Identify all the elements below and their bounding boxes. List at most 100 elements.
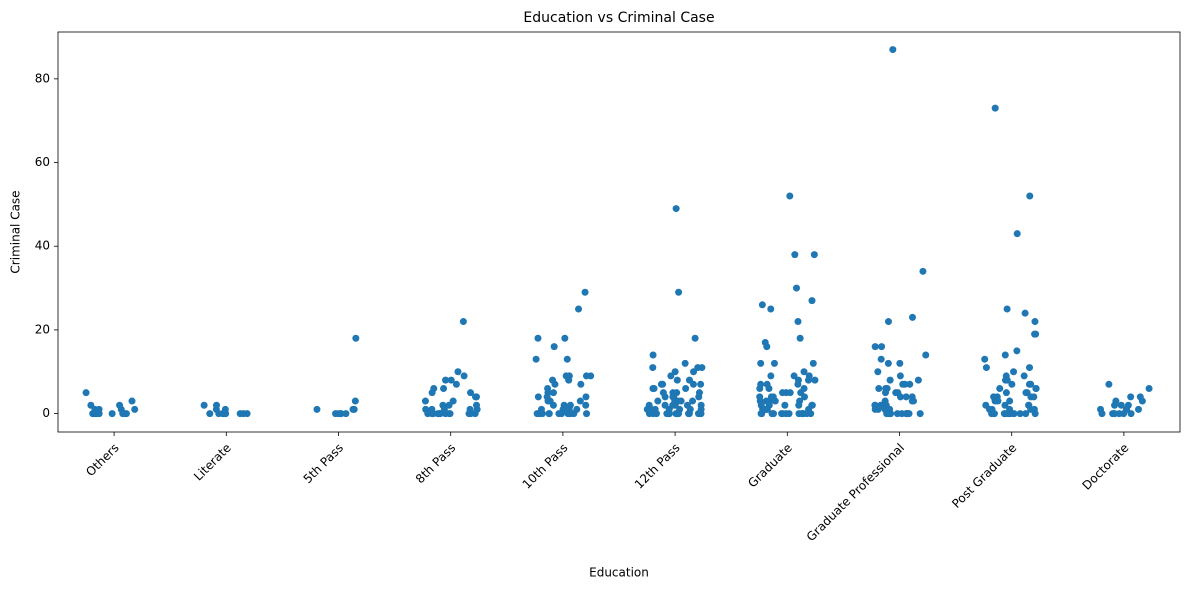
point xyxy=(919,267,927,275)
point xyxy=(682,384,690,392)
point xyxy=(757,359,765,367)
point xyxy=(1127,393,1135,401)
point xyxy=(790,372,798,380)
point xyxy=(1098,410,1106,418)
point xyxy=(1026,192,1034,200)
point xyxy=(1016,410,1024,418)
point xyxy=(1032,384,1040,392)
point xyxy=(794,318,802,326)
point xyxy=(236,410,244,418)
point xyxy=(1030,393,1038,401)
point xyxy=(769,410,777,418)
point xyxy=(352,334,360,342)
point xyxy=(675,288,683,296)
point xyxy=(792,284,800,292)
point xyxy=(871,405,879,413)
point xyxy=(128,397,136,405)
point xyxy=(1117,401,1125,409)
point xyxy=(988,410,996,418)
point xyxy=(467,410,475,418)
x-tick-label: 10th Pass xyxy=(520,441,571,492)
point xyxy=(695,393,703,401)
x-tick-label: Graduate xyxy=(745,441,795,491)
point xyxy=(421,397,429,405)
point xyxy=(1021,309,1029,317)
point xyxy=(1010,368,1018,376)
x-tick-label: 12th Pass xyxy=(632,441,683,492)
point xyxy=(436,410,444,418)
point xyxy=(906,380,914,388)
point xyxy=(649,351,657,359)
point xyxy=(549,401,557,409)
point xyxy=(342,410,350,418)
point xyxy=(665,410,673,418)
point xyxy=(577,380,585,388)
point xyxy=(758,410,766,418)
point xyxy=(786,389,794,397)
point xyxy=(1145,384,1153,392)
point xyxy=(690,368,698,376)
point xyxy=(786,192,794,200)
point xyxy=(551,380,559,388)
point xyxy=(652,410,660,418)
point xyxy=(771,397,779,405)
point xyxy=(649,364,657,372)
point xyxy=(534,393,542,401)
point xyxy=(661,393,669,401)
point xyxy=(1134,405,1142,413)
x-tick-label: 8th Pass xyxy=(413,441,458,486)
point xyxy=(534,334,542,342)
point xyxy=(698,364,706,372)
point xyxy=(467,389,475,397)
point xyxy=(798,410,806,418)
point xyxy=(981,355,989,363)
point xyxy=(200,401,208,409)
point xyxy=(313,405,321,413)
point xyxy=(1002,389,1010,397)
y-tick-label: 60 xyxy=(35,155,50,169)
point xyxy=(916,410,924,418)
point xyxy=(691,334,699,342)
point xyxy=(914,376,922,384)
point xyxy=(645,410,653,418)
point xyxy=(582,401,590,409)
point xyxy=(875,384,883,392)
point xyxy=(349,405,357,413)
point xyxy=(222,410,230,418)
point xyxy=(881,389,889,397)
point xyxy=(756,384,764,392)
point xyxy=(794,380,802,388)
point xyxy=(673,410,681,418)
point xyxy=(659,380,667,388)
point xyxy=(996,384,1004,392)
point xyxy=(770,359,778,367)
point xyxy=(558,410,566,418)
point xyxy=(811,376,819,384)
point xyxy=(561,334,569,342)
point xyxy=(1001,351,1009,359)
point xyxy=(1004,410,1012,418)
y-tick-label: 80 xyxy=(35,71,50,85)
point xyxy=(1027,380,1035,388)
point xyxy=(689,397,697,405)
point xyxy=(889,46,897,54)
point xyxy=(119,410,127,418)
point xyxy=(1001,401,1009,409)
point xyxy=(908,397,916,405)
point xyxy=(779,389,787,397)
point xyxy=(902,393,910,401)
point xyxy=(445,410,453,418)
y-tick-label: 0 xyxy=(42,406,50,420)
point xyxy=(447,376,455,384)
point xyxy=(445,401,453,409)
point xyxy=(576,397,584,405)
point xyxy=(1013,347,1021,355)
y-tick-label: 20 xyxy=(35,322,50,336)
point xyxy=(550,343,558,351)
point xyxy=(1031,318,1039,326)
point xyxy=(1022,410,1030,418)
point xyxy=(1127,410,1135,418)
point xyxy=(82,389,90,397)
point xyxy=(765,384,773,392)
point xyxy=(1010,410,1018,418)
